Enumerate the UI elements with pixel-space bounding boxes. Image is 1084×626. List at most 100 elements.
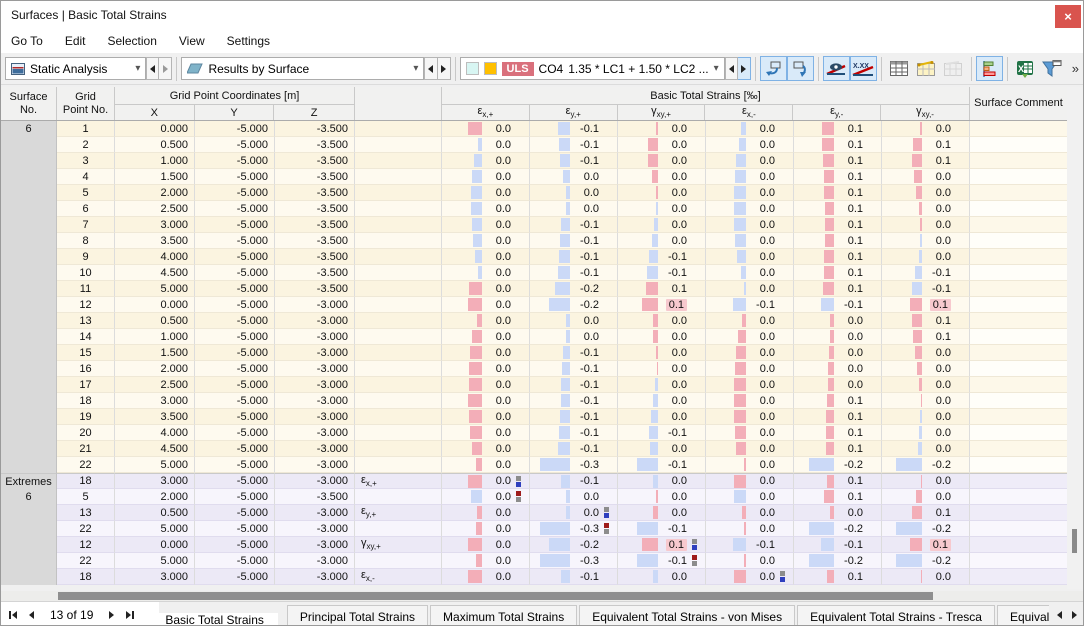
surface-comment-cell[interactable]: [970, 537, 1067, 553]
strain-cell[interactable]: 0.0: [882, 233, 970, 249]
strain-cell[interactable]: 0.0: [794, 345, 882, 361]
strain-cell[interactable]: -0.1: [794, 537, 882, 553]
strain-cell[interactable]: 0.0: [618, 217, 706, 233]
strain-cell[interactable]: 0.0: [706, 361, 794, 377]
surface-comment-cell[interactable]: [970, 393, 1067, 409]
analysis-combobox[interactable]: Static Analysis ▾: [5, 57, 147, 80]
coord-y-cell[interactable]: -5.000: [195, 505, 275, 521]
strain-cell[interactable]: -0.1: [530, 473, 618, 489]
strain-cell[interactable]: -0.1: [618, 249, 706, 265]
strain-cell[interactable]: 0.0: [618, 377, 706, 393]
strain-cell[interactable]: 0.1: [794, 153, 882, 169]
coord-z-cell[interactable]: -3.000: [275, 553, 355, 569]
coord-y-cell[interactable]: -5.000: [195, 297, 275, 313]
strain-cell[interactable]: 0.1: [794, 569, 882, 585]
toolbar-overflow-button[interactable]: »: [1071, 61, 1080, 76]
strain-cell[interactable]: 0.0: [530, 185, 618, 201]
strain-cell[interactable]: 0.1: [882, 137, 970, 153]
coord-z-cell[interactable]: -3.000: [275, 329, 355, 345]
coord-x-cell[interactable]: 5.000: [115, 457, 195, 473]
export-excel-button[interactable]: X: [1012, 56, 1039, 81]
surface-comment-cell[interactable]: [970, 425, 1067, 441]
surface-comment-cell[interactable]: [970, 153, 1067, 169]
coord-x-cell[interactable]: 3.000: [115, 473, 195, 489]
tab-maximum-total-strains[interactable]: Maximum Total Strains: [430, 605, 578, 625]
coord-x-cell[interactable]: 4.000: [115, 425, 195, 441]
strain-cell[interactable]: 0.0: [794, 505, 882, 521]
strain-cell[interactable]: 0.0: [442, 153, 530, 169]
strain-cell[interactable]: -0.2: [794, 553, 882, 569]
strain-cell[interactable]: 0.0: [706, 409, 794, 425]
coord-z-cell[interactable]: -3.000: [275, 313, 355, 329]
coord-y-cell[interactable]: -5.000: [195, 473, 275, 489]
coord-x-cell[interactable]: 2.500: [115, 377, 195, 393]
strain-cell[interactable]: 0.1: [794, 425, 882, 441]
grid-point-no-cell[interactable]: 18: [57, 569, 115, 585]
strain-cell[interactable]: 0.0: [794, 377, 882, 393]
strain-cell[interactable]: -0.1: [882, 281, 970, 297]
strain-cell[interactable]: 0.0: [442, 505, 530, 521]
strain-cell[interactable]: -0.1: [530, 233, 618, 249]
strain-cell[interactable]: 0.0: [618, 233, 706, 249]
surface-comment-cell[interactable]: [970, 569, 1067, 585]
surface-comment-cell[interactable]: [970, 169, 1067, 185]
strain-cell[interactable]: 0.0: [618, 137, 706, 153]
coord-z-cell[interactable]: -3.000: [275, 425, 355, 441]
analysis-next-button[interactable]: [159, 57, 173, 80]
strain-cell[interactable]: 0.0: [882, 377, 970, 393]
strain-cell[interactable]: -0.3: [530, 521, 618, 537]
coord-x-cell[interactable]: 1.000: [115, 153, 195, 169]
strain-cell[interactable]: 0.0: [618, 313, 706, 329]
strain-cell[interactable]: 0.1: [794, 441, 882, 457]
grid-point-no-cell[interactable]: 16: [57, 361, 115, 377]
coord-y-cell[interactable]: -5.000: [195, 329, 275, 345]
coord-z-cell[interactable]: -3.000: [275, 457, 355, 473]
coord-y-cell[interactable]: -5.000: [195, 169, 275, 185]
strain-cell[interactable]: 0.0: [530, 201, 618, 217]
strain-cell[interactable]: 0.1: [618, 537, 706, 553]
surface-comment-cell[interactable]: [970, 313, 1067, 329]
goto-graphic-button[interactable]: [759, 56, 787, 81]
strain-cell[interactable]: 0.1: [794, 265, 882, 281]
strain-cell[interactable]: 0.0: [442, 217, 530, 233]
grid-point-no-cell[interactable]: 3: [57, 153, 115, 169]
strain-cell[interactable]: 0.0: [442, 489, 530, 505]
strain-cell[interactable]: 0.0: [618, 441, 706, 457]
coord-x-cell[interactable]: 0.500: [115, 137, 195, 153]
grid-point-no-cell[interactable]: 18: [57, 473, 115, 489]
strain-cell[interactable]: 0.0: [618, 345, 706, 361]
header-strain-γxy,-[interactable]: γxy,-: [916, 105, 934, 120]
surface-comment-cell[interactable]: [970, 249, 1067, 265]
strain-cell[interactable]: 0.0: [706, 313, 794, 329]
strain-cell[interactable]: -0.1: [618, 521, 706, 537]
strain-cell[interactable]: 0.0: [706, 505, 794, 521]
grid-point-no-cell[interactable]: 17: [57, 377, 115, 393]
surface-comment-cell[interactable]: [970, 361, 1067, 377]
strain-cell[interactable]: 0.1: [794, 249, 882, 265]
strain-cell[interactable]: 0.0: [618, 201, 706, 217]
coord-x-cell[interactable]: 2.000: [115, 361, 195, 377]
surface-comment-cell[interactable]: [970, 265, 1067, 281]
surface-comment-cell[interactable]: [970, 297, 1067, 313]
coord-x-cell[interactable]: 4.500: [115, 441, 195, 457]
strain-cell[interactable]: 0.0: [706, 345, 794, 361]
strain-cell[interactable]: 0.0: [442, 329, 530, 345]
strain-cell[interactable]: -0.2: [794, 521, 882, 537]
coord-x-cell[interactable]: 3.500: [115, 233, 195, 249]
loadcase-next-button[interactable]: [737, 57, 751, 80]
coord-x-cell[interactable]: 2.500: [115, 201, 195, 217]
coord-x-cell[interactable]: 1.000: [115, 329, 195, 345]
coord-z-cell[interactable]: -3.500: [275, 489, 355, 505]
strain-cell[interactable]: 0.1: [794, 121, 882, 137]
strain-cell[interactable]: 0.0: [882, 473, 970, 489]
coord-z-cell[interactable]: -3.500: [275, 153, 355, 169]
tab-principal-total-strains[interactable]: Principal Total Strains: [286, 605, 429, 625]
results-next-button[interactable]: [437, 57, 451, 80]
surface-comment-cell[interactable]: [970, 185, 1067, 201]
coord-y-cell[interactable]: -5.000: [195, 537, 275, 553]
coord-x-cell[interactable]: 4.000: [115, 249, 195, 265]
strain-cell[interactable]: 0.0: [794, 361, 882, 377]
strain-cell[interactable]: 0.0: [442, 521, 530, 537]
strain-cell[interactable]: 0.0: [442, 361, 530, 377]
coord-x-cell[interactable]: 5.000: [115, 281, 195, 297]
